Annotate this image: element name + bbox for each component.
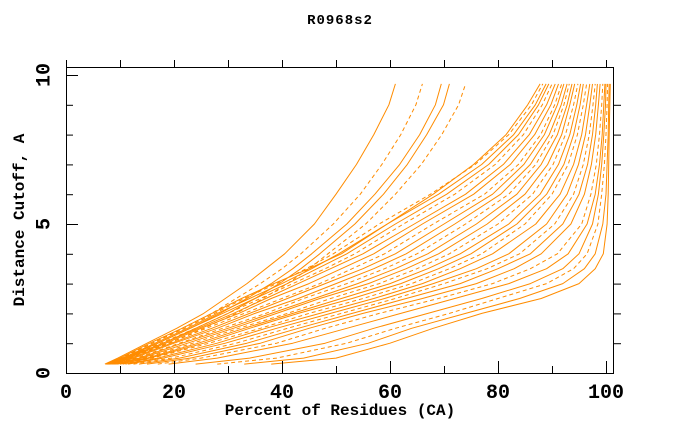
model-curves xyxy=(104,83,611,365)
model-curve-m07 xyxy=(146,83,601,365)
axes-frame xyxy=(66,60,621,374)
model-curve-m04 xyxy=(195,83,607,365)
model-curve-m01 xyxy=(271,83,611,365)
model-curve-m28 xyxy=(105,83,541,365)
model-curve-m18 xyxy=(112,83,570,365)
model-curve-m25 xyxy=(106,83,550,365)
model-curve-m32 xyxy=(107,83,450,365)
model-curve-m11 xyxy=(125,83,591,365)
x-tick-label: 0 xyxy=(59,382,73,405)
model-curve-m17 xyxy=(113,83,573,365)
model-curve-m27 xyxy=(105,83,544,365)
x-axis-title: Percent of Residues (CA) xyxy=(224,402,456,420)
chart-title: R0968s2 xyxy=(307,13,373,29)
x-tick-label: 40 xyxy=(269,382,295,405)
x-tick-label: 100 xyxy=(587,382,625,405)
model-curve-m13 xyxy=(119,83,584,365)
model-curve-m09 xyxy=(133,83,596,365)
model-curve-m19 xyxy=(111,83,568,365)
y-axis-title: Distance Cutoff, A xyxy=(11,133,29,307)
x-tick-label: 60 xyxy=(377,382,403,405)
x-tick-label: 20 xyxy=(161,382,187,405)
model-curve-m10 xyxy=(128,83,593,365)
model-curve-m20 xyxy=(110,83,565,365)
model-curve-m02 xyxy=(244,83,610,365)
plot-frame xyxy=(66,67,614,374)
model-curve-m14 xyxy=(117,83,582,365)
model-curve-m06 xyxy=(157,83,604,365)
model-curve-m08 xyxy=(138,83,598,365)
model-curve-m22 xyxy=(108,83,559,365)
model-curve-m03 xyxy=(217,83,609,365)
model-curve-m16 xyxy=(114,83,576,365)
model-curve-m31 xyxy=(106,83,442,365)
model-curve-m21 xyxy=(109,83,563,365)
model-curve-m24 xyxy=(107,83,553,365)
model-curve-m15 xyxy=(115,83,579,365)
x-tick-label: 80 xyxy=(485,382,511,405)
model-curve-m29 xyxy=(104,83,396,365)
model-curve-m12 xyxy=(122,83,588,365)
y-tick-label: 5 xyxy=(33,217,57,231)
y-tick-label: 10 xyxy=(33,62,57,88)
model-curve-m33 xyxy=(109,83,467,365)
model-curve-m26 xyxy=(106,83,547,365)
y-tick-label: 0 xyxy=(33,366,57,380)
model-curve-m05 xyxy=(168,83,606,365)
